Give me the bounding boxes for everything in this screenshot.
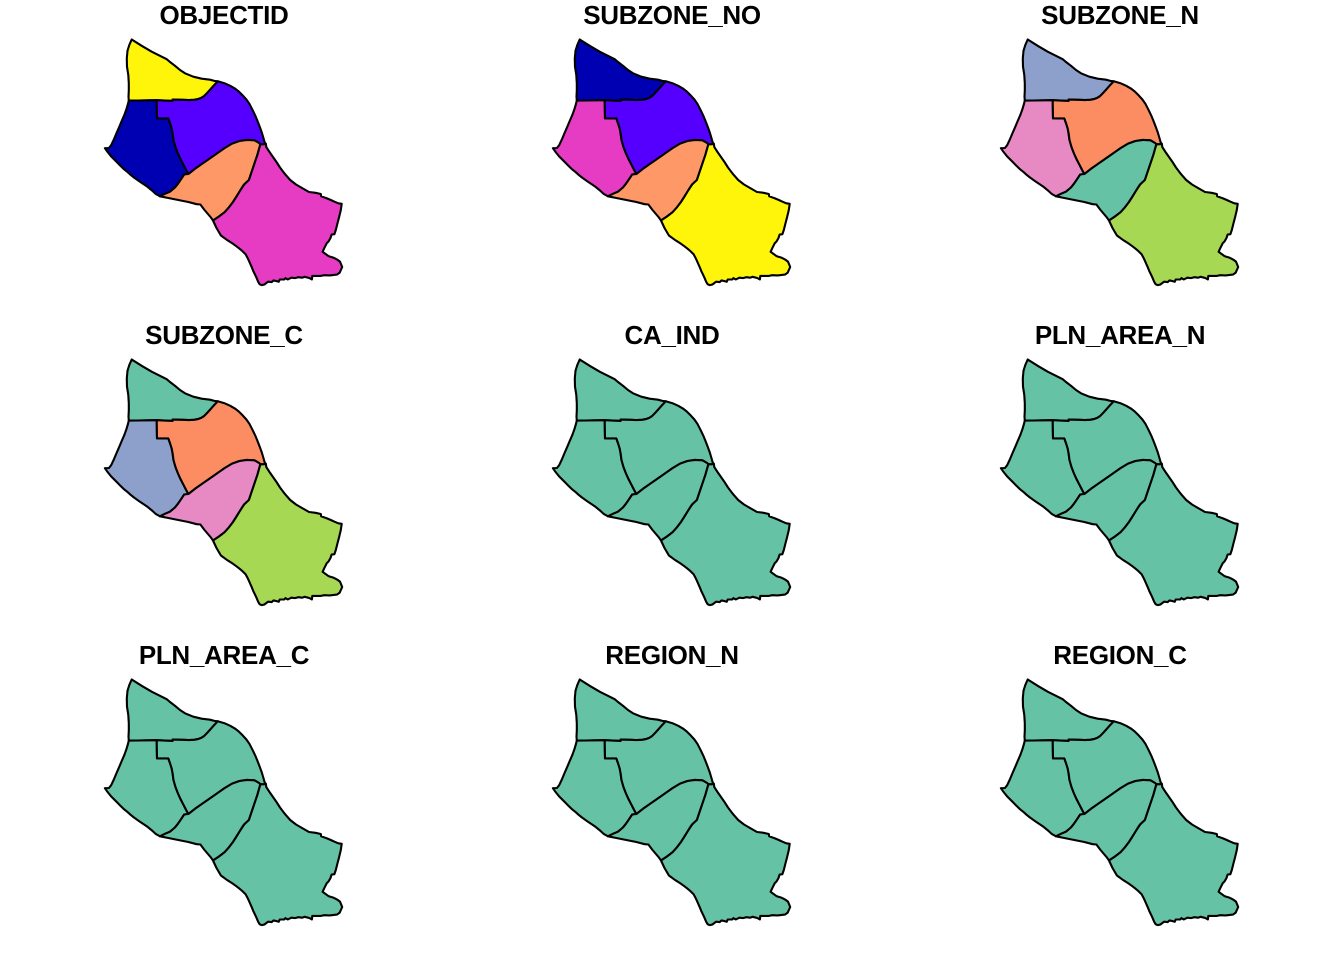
svg-text:SUBZONE_N: SUBZONE_N: [1041, 0, 1199, 30]
svg-text:SUBZONE_C: SUBZONE_C: [145, 320, 303, 350]
svg-text:CA_IND: CA_IND: [625, 320, 720, 350]
svg-text:REGION_C: REGION_C: [1053, 640, 1187, 670]
svg-text:OBJECTID: OBJECTID: [159, 0, 288, 30]
svg-text:PLN_AREA_C: PLN_AREA_C: [139, 640, 310, 670]
svg-text:REGION_N: REGION_N: [605, 640, 738, 670]
svg-text:SUBZONE_NO: SUBZONE_NO: [583, 0, 761, 30]
svg-text:PLN_AREA_N: PLN_AREA_N: [1035, 320, 1205, 350]
